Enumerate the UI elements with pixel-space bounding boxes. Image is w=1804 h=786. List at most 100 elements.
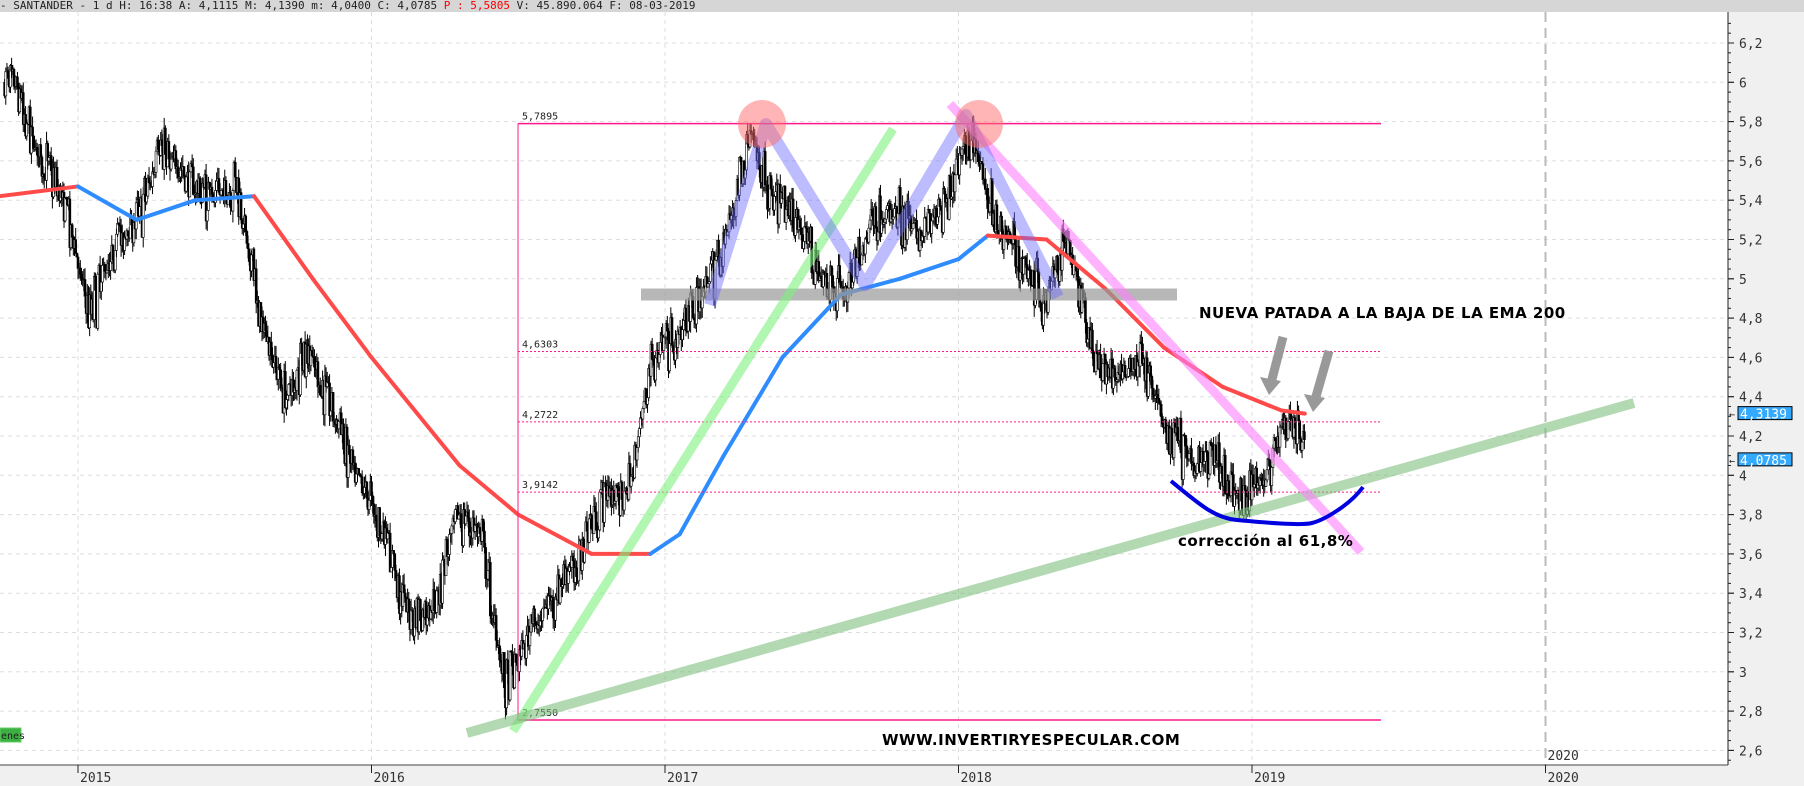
period: 1 d bbox=[92, 0, 113, 12]
ema200-segment bbox=[721, 355, 785, 458]
annotation-watermark: WWW.INVERTIRYESPECULAR.COM bbox=[882, 731, 1180, 749]
indicator-badge-label: enes bbox=[1, 731, 25, 742]
ema200-segment bbox=[1220, 384, 1284, 413]
ema200-segment bbox=[956, 233, 990, 262]
long-support-line bbox=[465, 398, 1636, 738]
candle-body bbox=[318, 385, 322, 396]
volume: V: 45.890.064 bbox=[516, 0, 603, 12]
candle-body bbox=[893, 208, 896, 218]
candle-body bbox=[620, 481, 624, 500]
x-tick-label: 2018 bbox=[961, 771, 992, 786]
ticker: - SANTANDER - bbox=[0, 0, 87, 12]
ema200-segment bbox=[677, 453, 726, 537]
y-tick-label: 5,6 bbox=[1739, 155, 1762, 170]
y-tick-label: 2,8 bbox=[1739, 705, 1762, 720]
arrow-shaft-icon bbox=[1266, 335, 1288, 385]
ema200-segment bbox=[457, 463, 521, 517]
y-tick-label: 6 bbox=[1739, 76, 1747, 91]
ema200-segment bbox=[310, 276, 374, 360]
ema200-segment bbox=[1279, 408, 1307, 416]
candle-body bbox=[670, 317, 674, 346]
candle-body bbox=[763, 151, 767, 186]
top-marker-2 bbox=[955, 100, 1003, 148]
ema200-segment bbox=[516, 512, 594, 556]
y-axis-panel bbox=[1728, 12, 1804, 786]
x-tick-label: 2016 bbox=[374, 771, 405, 786]
y-tick-label: 3,6 bbox=[1739, 548, 1762, 563]
candle-body bbox=[864, 238, 867, 255]
top-marker-1 bbox=[738, 100, 786, 148]
ema200-segment bbox=[252, 194, 315, 281]
double-top-pattern bbox=[704, 109, 1064, 307]
arrow-head-icon bbox=[1260, 377, 1281, 395]
y-tick-label: 6,2 bbox=[1739, 37, 1762, 52]
date: F: 08-03-2019 bbox=[609, 0, 696, 12]
candle-body bbox=[577, 545, 581, 582]
x-tick-label: 2017 bbox=[667, 771, 698, 786]
candle-body bbox=[928, 208, 931, 214]
time: H: 16:38 bbox=[119, 0, 173, 12]
x-axis-panel bbox=[0, 765, 1728, 786]
last-price-tag bbox=[1737, 406, 1793, 421]
candle-body bbox=[1029, 269, 1033, 286]
ema200-segment bbox=[193, 194, 257, 203]
candle-body bbox=[435, 590, 439, 613]
annotation-correction-note: corrección al 61,8% bbox=[1178, 532, 1353, 550]
candle-body bbox=[300, 342, 303, 354]
candle-body bbox=[1220, 466, 1224, 474]
candle-body bbox=[590, 514, 593, 529]
y-tick-label: 3,2 bbox=[1739, 627, 1762, 642]
candle-body bbox=[246, 243, 250, 250]
tag-pointer-icon: ← bbox=[1729, 410, 1735, 421]
candle-body bbox=[31, 126, 34, 137]
candle-body bbox=[244, 215, 248, 232]
y-tick-label: 4,2 bbox=[1739, 430, 1762, 445]
y-tick-label: 5 bbox=[1739, 273, 1747, 288]
high-value: M: 4,1390 bbox=[245, 0, 305, 12]
candle-body bbox=[224, 180, 228, 196]
candle-body bbox=[911, 222, 915, 229]
y-tick-label: 2,6 bbox=[1739, 744, 1762, 759]
low-value: m: 4,0400 bbox=[311, 0, 371, 12]
candles bbox=[3, 57, 1306, 720]
candle-body bbox=[1300, 441, 1304, 451]
x-tick-label: 2020 bbox=[1548, 749, 1579, 764]
candle-body bbox=[981, 163, 985, 181]
candle-body bbox=[1187, 453, 1191, 460]
candle-body bbox=[96, 273, 100, 329]
ema200-segment bbox=[780, 292, 844, 360]
candle-body bbox=[35, 147, 39, 156]
candle-body bbox=[357, 468, 360, 474]
uptrend-line bbox=[509, 126, 897, 734]
y-tick-label: 5,2 bbox=[1739, 234, 1762, 249]
last-price-tag-label: 4,3139 bbox=[1740, 408, 1787, 423]
candle-body bbox=[233, 162, 237, 178]
ema200-segment bbox=[134, 198, 198, 222]
fib-label: 3,9142 bbox=[522, 480, 558, 491]
close-value: C: 4,0785 bbox=[377, 0, 438, 12]
fib-label: 4,2722 bbox=[522, 410, 558, 421]
p-value: P : 5,5805 bbox=[443, 0, 510, 12]
tag-pointer-icon: ← bbox=[1729, 456, 1735, 467]
y-tick-label: 4 bbox=[1739, 469, 1747, 484]
candle-body bbox=[182, 166, 186, 177]
y-tick-label: 5,8 bbox=[1739, 116, 1762, 131]
candle-body bbox=[598, 492, 602, 531]
downtrend-line bbox=[946, 100, 1365, 556]
candle-body bbox=[794, 217, 797, 236]
candle-body bbox=[1091, 329, 1094, 352]
last-price-tag-label: 4,0785 bbox=[1740, 454, 1787, 469]
candle-body bbox=[441, 559, 444, 604]
ema200-segment bbox=[985, 233, 1049, 242]
candle-body bbox=[205, 210, 209, 222]
y-tick-label: 4,4 bbox=[1739, 391, 1763, 406]
candle-body bbox=[74, 239, 77, 254]
candle-body bbox=[668, 343, 671, 372]
y-tick-label: 3,4 bbox=[1739, 587, 1763, 602]
x-tick-label: 2015 bbox=[80, 771, 111, 786]
candle-body bbox=[63, 197, 67, 222]
open-value: A: 4,1115 bbox=[178, 0, 239, 12]
arrow-head-icon bbox=[1304, 394, 1325, 412]
